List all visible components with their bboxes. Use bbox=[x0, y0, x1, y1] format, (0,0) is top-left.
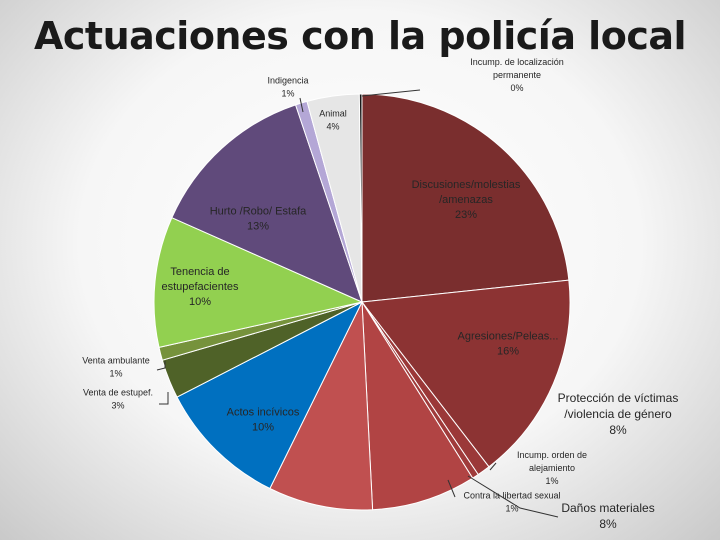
slice-label: Hurto /Robo/ Estafa 13% bbox=[210, 206, 307, 233]
pie-slice bbox=[358, 93, 363, 303]
slice-label: Actos incívicos 10% bbox=[227, 407, 300, 434]
leader-line bbox=[361, 89, 421, 97]
slice-label: Venta ambulante 1% bbox=[82, 356, 150, 379]
slice-label: Indigencia 1% bbox=[267, 76, 308, 99]
leader-line bbox=[467, 475, 559, 518]
pie-slice bbox=[269, 300, 374, 511]
pie-slice bbox=[361, 300, 474, 511]
chart-title: Actuaciones con la policía local bbox=[33, 14, 687, 58]
slice-label: Venta de estupef. 3% bbox=[83, 388, 153, 411]
slice-label: Animal 4% bbox=[319, 109, 347, 132]
slice-label: Agresiones/Peleas... 16% bbox=[458, 331, 559, 358]
slice-label: Incump. orden de alejamiento 1% bbox=[517, 450, 587, 486]
leader-line bbox=[299, 97, 304, 113]
pie-slice bbox=[153, 217, 364, 348]
pie-slice bbox=[361, 93, 570, 303]
pie-slice bbox=[361, 279, 571, 468]
slice-label: Tenencia de estupefacientes 10% bbox=[161, 266, 239, 308]
leader-line bbox=[489, 462, 497, 471]
leader-line bbox=[447, 479, 456, 498]
slice-label: Daños materiales 8% bbox=[561, 501, 654, 531]
pie-slices bbox=[153, 93, 571, 511]
slice-label: Incump. de localización permanente 0% bbox=[470, 57, 564, 93]
pie-slice bbox=[171, 104, 363, 303]
leader-line bbox=[159, 392, 169, 405]
slice-label: Protección de víctimas/violencia de géne… bbox=[558, 391, 679, 437]
leader-line bbox=[156, 361, 166, 371]
pie-labels: Discusiones/molestias/amenazas 23% Agresio… bbox=[82, 57, 678, 531]
pie-slice bbox=[176, 300, 364, 490]
slice-label: Contra la libertad sexual 1% bbox=[463, 491, 560, 514]
slice-label: Discusiones/molestias/amenazas 23% bbox=[412, 179, 521, 221]
